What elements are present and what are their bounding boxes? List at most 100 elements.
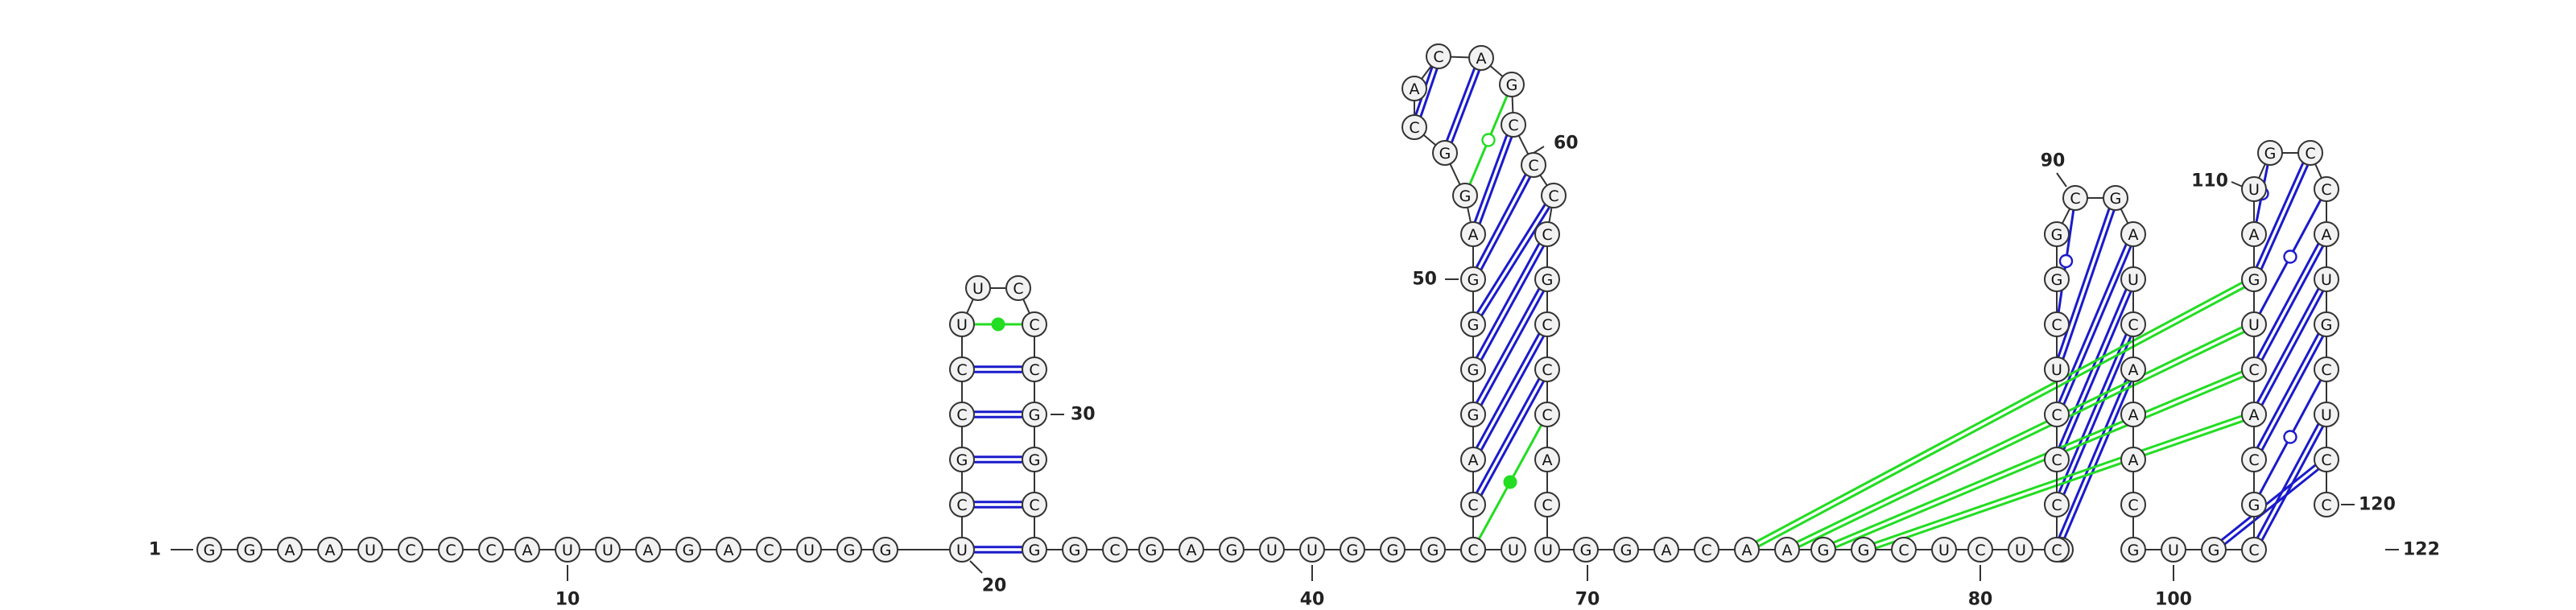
nucleotide-circle [2103, 185, 2128, 211]
watson-crick-pair [2062, 381, 2132, 541]
nucleotide: C [2044, 537, 2070, 563]
nucleotide-letter: A [2128, 361, 2139, 379]
nucleotide-letter: G [880, 542, 892, 559]
watson-crick-pair [1480, 380, 1545, 497]
nucleotide-letter: G [1439, 145, 1451, 163]
noncanonical-pair-marker [1503, 475, 1517, 489]
nucleotide-circle [2314, 176, 2339, 202]
nucleotide: C [949, 357, 975, 382]
watson-crick-pair [2256, 333, 2320, 448]
nucleotide-letter: G [2051, 271, 2063, 289]
nucleotide-circle [1501, 112, 1526, 138]
nucleotide-letter: A [1476, 50, 1487, 68]
position-tick [969, 560, 983, 574]
watson-crick-pair [2058, 243, 2128, 403]
nucleotide-letter: G [1542, 271, 1554, 289]
nucleotide-circle [1420, 537, 1446, 563]
nucleotide: G [1432, 140, 1458, 166]
nucleotide-circle [1022, 402, 1047, 427]
nucleotide: G [1219, 537, 1245, 563]
watson-crick-pair [1476, 287, 1541, 404]
nucleotide: A [277, 537, 303, 563]
nucleotide-circle [2044, 447, 2070, 472]
nucleotide-letter: A [2322, 226, 2332, 244]
nucleotide: C [1501, 112, 1526, 138]
nucleotide-circle [1534, 357, 1560, 382]
nucleotide-letter: A [2128, 451, 2139, 469]
nucleotide-circle [1653, 537, 1679, 563]
nucleotide: U [1534, 537, 1560, 563]
nucleotide-circle [196, 537, 222, 563]
nucleotide-circle [1851, 537, 1876, 563]
nucleotide-circle [1613, 537, 1639, 563]
nucleotide-circle [2314, 492, 2339, 517]
nucleotide-letter: G [2208, 542, 2220, 559]
nucleotide: U [949, 311, 975, 337]
nucleotide: U [1931, 537, 1957, 563]
watson-crick-pair [1476, 242, 1541, 359]
nucleotide: G [1452, 183, 1478, 208]
nucleotide: G [1022, 402, 1047, 427]
nucleotide: C [1541, 183, 1567, 208]
nucleotide-circle [1534, 266, 1560, 292]
nucleotide: C [1460, 537, 1486, 563]
nucleotide: C [438, 537, 464, 563]
nucleotide: C [2241, 357, 2267, 382]
watson-crick-pair [2062, 209, 2116, 360]
nucleotide: C [1102, 537, 1128, 563]
nucleotide-circle [2241, 176, 2267, 202]
nucleotide-circle [949, 357, 975, 382]
nucleotide-circle [1022, 357, 1047, 382]
nucleotide-circle [2120, 402, 2146, 427]
nucleotide-circle [1005, 275, 1031, 301]
nucleotide: A [2120, 447, 2146, 472]
nucleotide: U [2161, 537, 2186, 563]
nucleotide-letter: G [1427, 542, 1439, 559]
nucleotide-letter: C [1109, 542, 1120, 559]
nucleotide-circle [595, 537, 621, 563]
watson-crick-pair [2256, 423, 2320, 538]
nucleotide-circle [2120, 357, 2146, 382]
nucleotide-circle [2120, 492, 2146, 517]
nucleotide-letter: U [2248, 316, 2260, 334]
watson-crick-pair [1480, 335, 1545, 451]
nucleotide: C [1022, 311, 1047, 337]
pseudoknot-pair [1758, 286, 2245, 548]
nucleotide-circle [2241, 402, 2267, 427]
nucleotide-letter: C [2051, 316, 2062, 334]
nucleotide: U [357, 537, 383, 563]
nucleotide-letter: A [1542, 451, 1553, 469]
nucleotide: A [2241, 221, 2267, 247]
nucleotide: C [1694, 537, 1719, 563]
nucleotide-letter: G [1580, 542, 1592, 559]
watson-crick-pair [1480, 245, 1545, 361]
nucleotide-circle [1810, 537, 1836, 563]
watson-crick-pair [2062, 291, 2132, 451]
nucleotide-letter: U [562, 542, 573, 559]
nucleotide: A [1402, 76, 1427, 101]
nucleotide-circle [1022, 537, 1047, 563]
nucleotide-circle [1452, 183, 1478, 208]
nucleotide: A [1468, 45, 1494, 71]
nucleotide-circle [237, 537, 262, 563]
nucleotide: C [1460, 492, 1486, 517]
nucleotide-letter: A [1410, 80, 1420, 98]
nucleotide-circle [2257, 140, 2283, 166]
nucleotide-letter: C [1542, 406, 1552, 424]
nucleotide-letter: C [1433, 48, 1443, 66]
nucleotide-letter: A [2128, 406, 2139, 424]
nucleotide: G [196, 537, 222, 563]
nucleotide: G [1340, 537, 1365, 563]
nucleotide-circle [1460, 221, 1486, 247]
nucleotide-letter: G [2248, 497, 2260, 514]
nucleotide-letter: C [1029, 497, 1039, 514]
watson-crick-pair [2260, 291, 2325, 406]
nucleotide-letter: U [602, 542, 613, 559]
nucleotide-letter: C [2321, 451, 2331, 469]
nucleotide-letter: A [2249, 406, 2260, 424]
nucleotide: G [1022, 537, 1047, 563]
position-label: 1 [149, 540, 161, 560]
